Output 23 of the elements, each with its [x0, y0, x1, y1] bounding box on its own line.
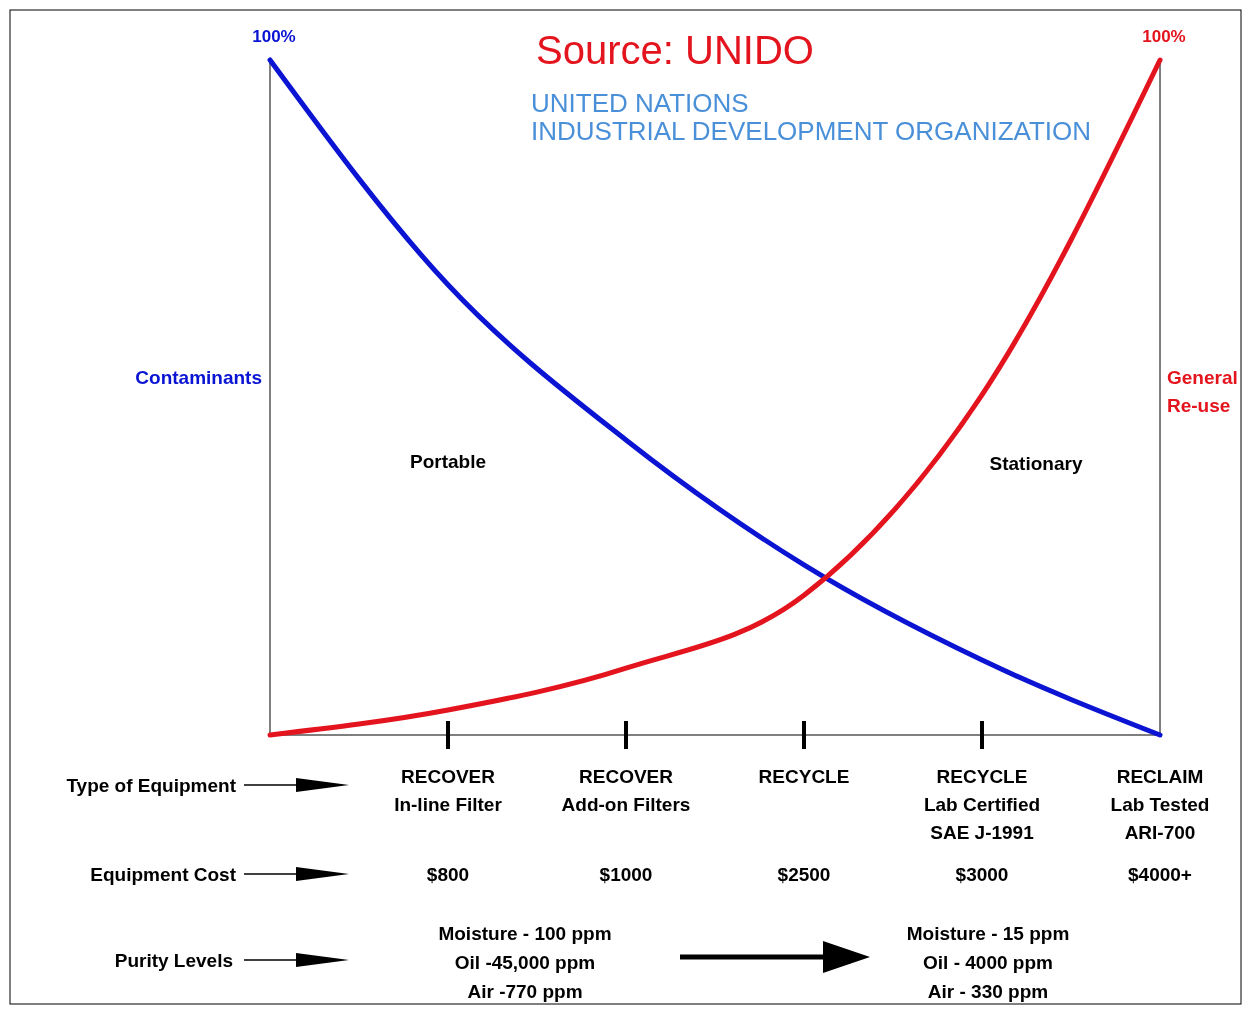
chart-title: Source: UNIDO	[536, 28, 814, 72]
text: Moisture - 100 ppm Oil -45,000 ppm Air -770 ppm	[438, 923, 612, 1002]
text: Moisture - 15 ppm Oil - 4000 ppm Air - 330 ppm	[906, 923, 1070, 1002]
text: UNITED NATIONS INDUSTRIAL DEVELOPMENT ORGANIZATION	[531, 88, 1092, 146]
text: $800	[426, 864, 470, 885]
text: 100%	[252, 27, 296, 46]
text: $1000	[599, 864, 653, 885]
text: $3000	[955, 864, 1009, 885]
text: Contaminants	[135, 367, 262, 388]
x-tick-label: RECOVER In-line Filter	[394, 766, 503, 815]
text: $4000+	[1128, 864, 1192, 885]
annotation: Portable	[409, 451, 487, 472]
x-tick-label: RECYCLE Lab Certified SAE J-1991	[923, 766, 1041, 843]
text: Equipment Cost	[90, 864, 237, 885]
x-tick-label: RECOVER Add-on Filters	[561, 766, 691, 815]
x-axis-title: Type of Equipment	[66, 775, 237, 796]
text: Purity Levels	[114, 950, 233, 971]
text: $2500	[777, 864, 831, 885]
annotation: Stationary	[989, 453, 1083, 474]
x-tick-label: RECYCLE	[758, 766, 850, 787]
text: 100%	[1142, 27, 1186, 46]
x-tick-label: RECLAIM Lab Tested ARI-700	[1110, 766, 1210, 843]
text: General Re-use	[1167, 367, 1238, 416]
